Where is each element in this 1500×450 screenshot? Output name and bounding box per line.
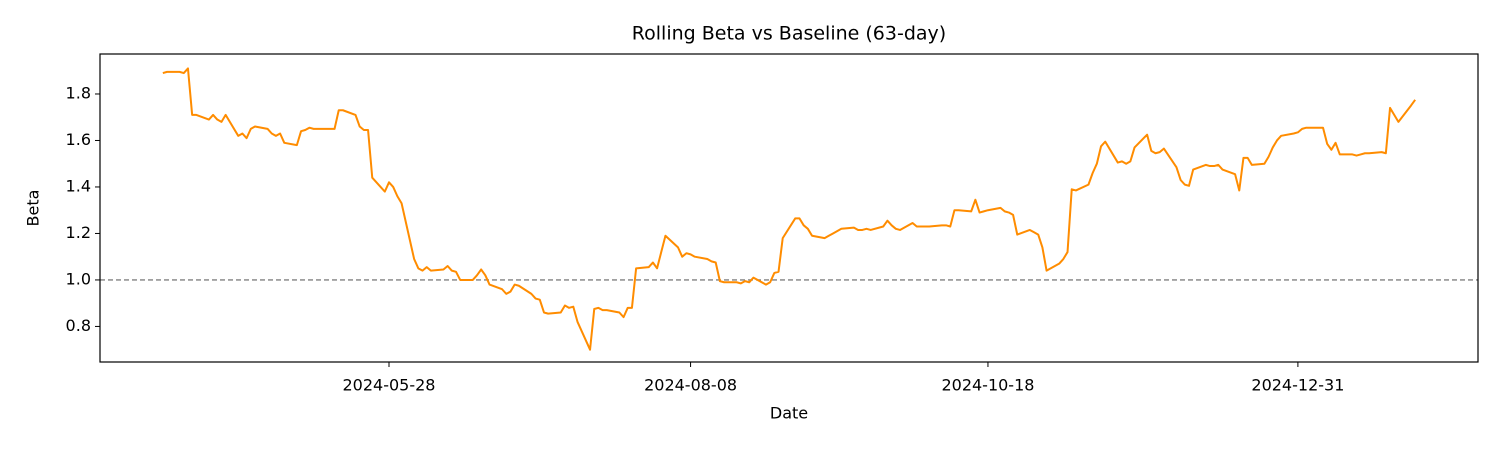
x-tick-label: 2024-12-31	[1251, 376, 1344, 395]
y-tick-label: 1.4	[66, 176, 91, 195]
y-tick-label: 1.8	[66, 83, 91, 102]
y-tick-label: 1.6	[66, 130, 91, 149]
y-tick-label: 1.0	[66, 269, 91, 288]
x-tick-label: 2024-08-08	[644, 376, 737, 395]
x-tick-label: 2024-10-18	[941, 376, 1034, 395]
y-axis-label: Beta	[24, 190, 43, 227]
plot-frame	[99, 53, 1479, 363]
x-tick-label: 2024-05-28	[343, 376, 436, 395]
x-axis-label: Date	[770, 404, 808, 423]
y-tick-label: 1.2	[66, 223, 91, 242]
y-tick-label: 0.8	[66, 316, 91, 335]
data-line	[162, 67, 1416, 351]
chart-title: Rolling Beta vs Baseline (63-day)	[632, 23, 946, 45]
